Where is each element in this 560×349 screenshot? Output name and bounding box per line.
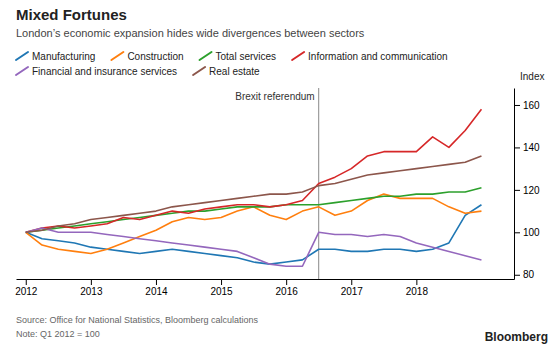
legend-swatch — [111, 52, 123, 60]
y-tick: 120 — [514, 185, 540, 196]
y-tick: 140 — [514, 142, 540, 153]
series-line — [26, 156, 482, 232]
x-tick-mark — [286, 279, 287, 285]
x-tick-mark — [91, 279, 92, 285]
legend-item: Information and communication — [292, 51, 448, 62]
y-tick-mark — [514, 275, 520, 276]
y-tick-mark — [514, 105, 520, 106]
legend-label: Total services — [216, 51, 277, 62]
legend-label: Construction — [127, 51, 183, 62]
x-tick-label: 2018 — [406, 286, 429, 297]
credit: Bloomberg — [485, 330, 548, 344]
legend-swatch — [16, 52, 28, 60]
legend-label: Information and communication — [308, 51, 448, 62]
legend-label: Manufacturing — [32, 51, 95, 62]
legend-item: Real estate — [193, 66, 260, 77]
legend-swatch — [193, 67, 205, 75]
x-tick: 2017 — [341, 279, 364, 297]
annotation-label: Brexit referendum — [235, 91, 314, 102]
legend-label: Real estate — [209, 66, 260, 77]
chart: Mixed Fortunes London’s economic expansio… — [0, 0, 560, 349]
series-line — [26, 205, 482, 264]
x-tick: 2013 — [80, 279, 103, 297]
x-tick-mark — [221, 279, 222, 285]
legend-swatch — [292, 52, 304, 60]
source: Source: Office for National Statistics, … — [16, 315, 258, 325]
subtitle: London’s economic expansion hides wide d… — [16, 27, 365, 39]
series-line — [26, 228, 482, 266]
x-tick-label: 2017 — [341, 286, 364, 297]
x-tick-label: 2014 — [145, 286, 168, 297]
legend-swatch — [16, 67, 28, 75]
x-tick-label: 2013 — [80, 286, 103, 297]
marks — [26, 88, 482, 279]
y-tick-label: 100 — [523, 227, 540, 238]
y-tick: 160 — [514, 100, 540, 111]
y-tick: 80 — [514, 269, 535, 280]
y-tick-mark — [514, 232, 520, 233]
y-axis-line — [514, 89, 515, 280]
title: Mixed Fortunes — [16, 6, 127, 23]
y-tick-label: 80 — [523, 269, 535, 280]
legend-item: Total services — [200, 51, 277, 62]
y-tick-label: 160 — [523, 100, 540, 111]
legend-label: Financial and insurance services — [32, 66, 177, 77]
y-tick: 100 — [514, 227, 540, 238]
legend-item: Manufacturing — [16, 51, 95, 62]
x-tick-mark — [351, 279, 352, 285]
x-axis: 2012 2013 2014 2015 2016 2017 2018 — [15, 279, 514, 297]
x-tick-label: 2015 — [210, 286, 233, 297]
x-tick: 2018 — [406, 279, 429, 297]
x-tick: 2015 — [210, 279, 233, 297]
legend-item: Financial and insurance services — [16, 66, 177, 77]
y-tick-label: 140 — [523, 142, 540, 153]
x-tick-mark — [416, 279, 417, 285]
x-tick-label: 2012 — [15, 286, 38, 297]
y-axis: 80 100 120 140 160 — [514, 89, 540, 281]
plot: 2012 2013 2014 2015 2016 2017 2018 80 100 120 140 1… — [15, 71, 544, 297]
y-tick-label: 120 — [523, 185, 540, 196]
note: Note: Q1 2012 = 100 — [16, 329, 100, 339]
series-line — [26, 109, 482, 232]
x-tick-mark — [26, 279, 27, 285]
x-tick-mark — [156, 279, 157, 285]
legend-swatch — [200, 52, 212, 60]
y-axis-title: Index — [520, 71, 544, 82]
y-tick-mark — [514, 147, 520, 148]
y-tick-mark — [514, 190, 520, 191]
x-tick: 2012 — [15, 279, 38, 297]
x-tick: 2014 — [145, 279, 168, 297]
x-tick-label: 2016 — [276, 286, 299, 297]
x-tick: 2016 — [276, 279, 299, 297]
legend: Manufacturing Construction Total services I… — [16, 51, 448, 77]
legend-item: Construction — [111, 51, 183, 62]
